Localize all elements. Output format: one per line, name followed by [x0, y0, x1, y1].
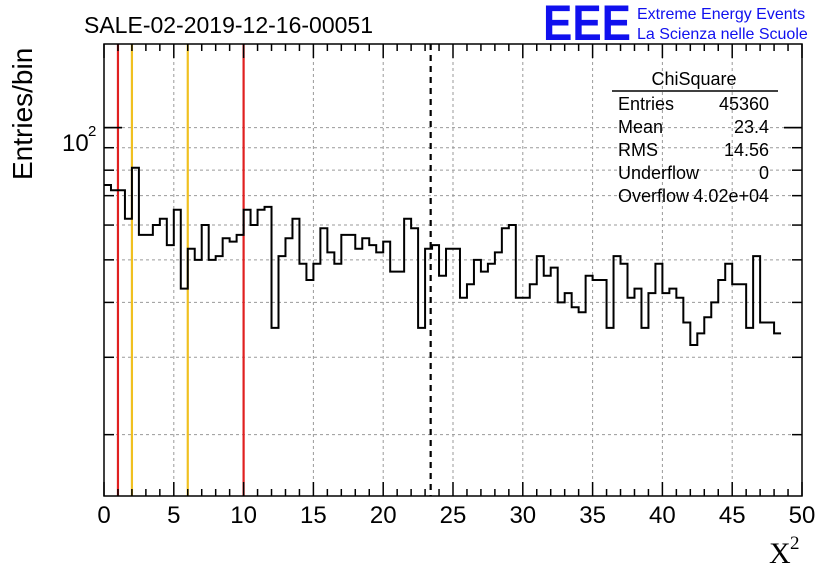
x-tick-label: 10: [230, 502, 257, 529]
logo-letters: EEE: [543, 0, 631, 51]
stats-row-value: 23.4: [734, 117, 769, 137]
x-tick-label: 45: [719, 502, 746, 529]
stats-title: ChiSquare: [651, 69, 736, 89]
stats-rows: Entries 45360 Mean 23.4 RMS 14.56 Underflow 0 Ov…: [618, 94, 769, 206]
stats-row-value: 0: [759, 163, 769, 183]
x-tick-label: 15: [300, 502, 327, 529]
stats-row-value: 4.02e+04: [693, 186, 769, 206]
stats-box: ChiSquare Entries 45360 Mean 23.4 RMS 14.56 Un…: [612, 69, 778, 206]
y-axis-label: Entries/bin: [7, 48, 38, 180]
y-tick-label-base: 10: [62, 130, 89, 157]
x-tick-label: 0: [97, 502, 110, 529]
histogram-outline: [104, 166, 782, 346]
x-tick-label: 5: [167, 502, 180, 529]
x-tick-labels: 0 5 10 15 20 25 30 35 40 45 50: [97, 502, 815, 529]
logo-line-1: Extreme Energy Events: [637, 6, 805, 23]
x-axis-label: X: [769, 537, 791, 570]
stats-row-value: 14.56: [724, 140, 769, 160]
reference-lines: [116, 44, 432, 496]
x-tick-label: 20: [370, 502, 397, 529]
stats-row-label: RMS: [618, 140, 658, 160]
x-tick-label: 30: [509, 502, 536, 529]
y-tick-label-exponent: 2: [88, 123, 96, 140]
grid-lines: [104, 44, 802, 496]
x-tick-label: 40: [649, 502, 676, 529]
x-tick-label: 25: [440, 502, 467, 529]
stats-row-label: Underflow: [618, 163, 700, 183]
x-tick-label: 50: [789, 502, 816, 529]
eee-logo: EEE Extreme Energy Events La Scienza nel…: [543, 0, 808, 51]
stats-row-label: Mean: [618, 117, 663, 137]
stats-row-label: Entries: [618, 94, 674, 114]
stats-row-label: Overflow: [618, 186, 690, 206]
x-axis-label-superscript: 2: [790, 533, 800, 554]
axis-ticks: [103, 44, 803, 496]
stats-row-value: 45360: [719, 94, 769, 114]
logo-line-2: La Scienza nelle Scuole: [637, 26, 808, 43]
chart-title: SALE-02-2019-12-16-00051: [84, 12, 373, 38]
x-tick-label: 35: [579, 502, 606, 529]
